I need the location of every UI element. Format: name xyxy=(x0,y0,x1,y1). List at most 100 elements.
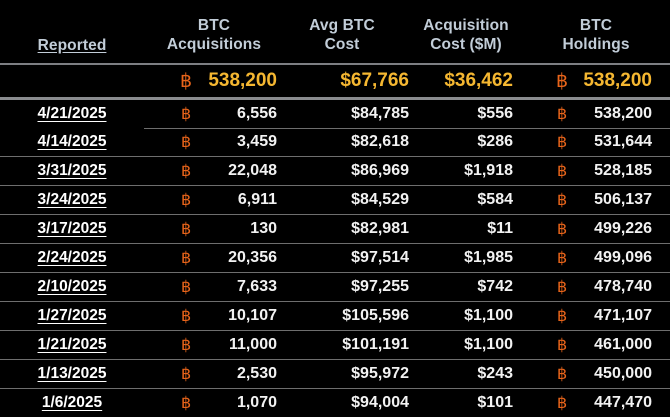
bitcoin-icon: ฿ xyxy=(181,192,192,209)
avg-btc-cost-value: $84,529 xyxy=(351,191,409,208)
bitcoin-icon: ฿ xyxy=(557,366,568,383)
acquisition-cost-value: $286 xyxy=(477,133,513,150)
column-header-avg-btc-cost: Avg BTC Cost xyxy=(272,16,412,54)
table-row: 4/14/2025 ฿ 3,459 $82,618 $286 ฿ 531,644 xyxy=(0,128,670,157)
bitcoin-icon: ฿ xyxy=(180,70,193,92)
table-row: 2/10/2025 ฿ 7,633 $97,255 $742 ฿ 478,740 xyxy=(0,273,670,302)
acquisition-cost-value: $584 xyxy=(477,191,513,208)
table-row: 3/31/2025 ฿ 22,048 $86,969 $1,918 ฿ 528,… xyxy=(0,157,670,186)
reported-date-link[interactable]: 3/31/2025 xyxy=(37,162,107,179)
btc-holdings-value: 478,740 xyxy=(594,278,652,295)
avg-btc-cost-value: $101,191 xyxy=(342,336,409,353)
acquisition-cost-value: $11 xyxy=(487,220,513,237)
avg-btc-cost-value: $105,596 xyxy=(342,307,409,324)
reported-date-link[interactable]: 1/6/2025 xyxy=(41,394,103,411)
totals-row: ฿ 538,200 $67,766 $36,462 ฿ 538,200 xyxy=(0,65,670,100)
reported-date-link[interactable]: 3/17/2025 xyxy=(37,220,107,237)
reported-date-link[interactable]: 2/24/2025 xyxy=(37,249,107,266)
bitcoin-icon: ฿ xyxy=(181,279,192,296)
table-row: 1/13/2025 ฿ 2,530 $95,972 $243 ฿ 450,000 xyxy=(0,360,670,389)
btc-acquisitions-value: 6,556 xyxy=(236,105,277,122)
reported-date-link[interactable]: 4/14/2025 xyxy=(37,133,107,150)
reported-date-link[interactable]: 4/21/2025 xyxy=(37,105,107,122)
total-acquisition-cost: $36,462 xyxy=(444,70,513,91)
column-header-acquisition-cost: Acquisition Cost ($M) xyxy=(406,16,526,54)
bitcoin-icon: ฿ xyxy=(181,106,192,123)
btc-acquisitions-value: 20,356 xyxy=(228,249,277,266)
bitcoin-icon: ฿ xyxy=(181,395,192,412)
acquisition-cost-value: $556 xyxy=(477,105,513,122)
table-body: 4/21/2025 ฿ 6,556 $84,785 $556 ฿ 538,200… xyxy=(0,100,670,417)
header-line: BTC xyxy=(579,17,613,34)
btc-acquisitions-value: 2,530 xyxy=(236,365,277,382)
acquisition-cost-value: $243 xyxy=(477,365,513,382)
column-header-reported[interactable]: Reported xyxy=(37,37,107,54)
acquisition-cost-value: $1,100 xyxy=(464,336,513,353)
table-row: 1/21/2025 ฿ 11,000 $101,191 $1,100 ฿ 461… xyxy=(0,331,670,360)
btc-holdings-value: 531,644 xyxy=(594,133,652,150)
avg-btc-cost-value: $97,514 xyxy=(351,249,409,266)
btc-holdings-value: 447,470 xyxy=(594,394,652,411)
bitcoin-icon: ฿ xyxy=(181,308,192,325)
btc-acquisitions-value: 3,459 xyxy=(236,133,277,150)
header-line: Holdings xyxy=(562,36,630,53)
avg-btc-cost-value: $95,972 xyxy=(351,365,409,382)
btc-holdings-value: 499,096 xyxy=(594,249,652,266)
bitcoin-icon: ฿ xyxy=(557,221,568,238)
acquisition-cost-value: $1,100 xyxy=(464,307,513,324)
reported-date-link[interactable]: 3/24/2025 xyxy=(37,191,107,208)
total-btc-holdings: 538,200 xyxy=(583,70,652,91)
column-header-btc-acquisitions: BTC Acquisitions xyxy=(154,16,274,54)
table-row: 3/24/2025 ฿ 6,911 $84,529 $584 ฿ 506,137 xyxy=(0,186,670,215)
acquisition-cost-value: $101 xyxy=(477,394,513,411)
btc-holdings-value: 506,137 xyxy=(594,191,652,208)
btc-acquisitions-value: 22,048 xyxy=(228,162,277,179)
header-line: Acquisition xyxy=(423,17,509,34)
avg-btc-cost-value: $82,981 xyxy=(351,220,409,237)
reported-date-link[interactable]: 1/13/2025 xyxy=(37,365,107,382)
bitcoin-icon: ฿ xyxy=(181,337,192,354)
bitcoin-icon: ฿ xyxy=(557,308,568,325)
bitcoin-icon: ฿ xyxy=(181,134,192,151)
btc-acquisitions-value: 130 xyxy=(250,220,277,237)
btc-acquisitions-value: 11,000 xyxy=(228,336,277,353)
table-header: Reported BTC Acquisitions Avg BTC Cost A… xyxy=(0,0,670,65)
avg-btc-cost-value: $82,618 xyxy=(351,133,409,150)
bitcoin-icon: ฿ xyxy=(557,106,568,123)
bitcoin-icon: ฿ xyxy=(557,279,568,296)
acquisition-cost-value: $1,985 xyxy=(464,249,513,266)
avg-btc-cost-value: $86,969 xyxy=(351,162,409,179)
btc-holdings-value: 499,226 xyxy=(594,220,652,237)
acquisition-cost-value: $1,918 xyxy=(464,162,513,179)
bitcoin-icon: ฿ xyxy=(557,337,568,354)
header-line: Cost ($M) xyxy=(430,36,502,53)
total-btc-acquisitions: 538,200 xyxy=(208,70,277,91)
avg-btc-cost-value: $97,255 xyxy=(351,278,409,295)
btc-holdings-value: 538,200 xyxy=(594,105,652,122)
bitcoin-icon: ฿ xyxy=(557,163,568,180)
table-row: 4/21/2025 ฿ 6,556 $84,785 $556 ฿ 538,200 xyxy=(0,100,670,129)
bitcoin-icon: ฿ xyxy=(181,221,192,238)
btc-acquisitions-value: 7,633 xyxy=(236,278,277,295)
acquisition-cost-value: $742 xyxy=(477,278,513,295)
table-row: 1/6/2025 ฿ 1,070 $94,004 $101 ฿ 447,470 xyxy=(0,389,670,417)
reported-date-link[interactable]: 2/10/2025 xyxy=(37,278,107,295)
header-line: Acquisitions xyxy=(166,36,262,53)
bitcoin-icon: ฿ xyxy=(556,70,569,92)
bitcoin-icon: ฿ xyxy=(557,192,568,209)
total-avg-btc-cost: $67,766 xyxy=(340,70,409,91)
avg-btc-cost-value: $84,785 xyxy=(351,105,409,122)
bitcoin-icon: ฿ xyxy=(557,250,568,267)
header-line: Cost xyxy=(324,36,360,53)
reported-date-link[interactable]: 1/21/2025 xyxy=(37,336,107,353)
btc-acquisitions-value: 10,107 xyxy=(228,307,277,324)
table-row: 2/24/2025 ฿ 20,356 $97,514 $1,985 ฿ 499,… xyxy=(0,244,670,273)
bitcoin-icon: ฿ xyxy=(181,250,192,267)
bitcoin-icon: ฿ xyxy=(181,163,192,180)
header-line: BTC xyxy=(197,17,231,34)
btc-holdings-value: 471,107 xyxy=(594,307,652,324)
btc-holdings-value: 461,000 xyxy=(594,336,652,353)
reported-date-link[interactable]: 1/27/2025 xyxy=(37,307,107,324)
table-row: 1/27/2025 ฿ 10,107 $105,596 $1,100 ฿ 471… xyxy=(0,302,670,331)
